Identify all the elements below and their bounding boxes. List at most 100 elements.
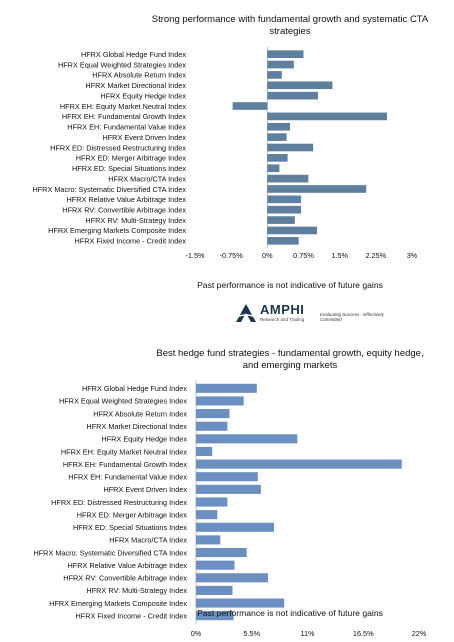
chart-2-category-label: HFRX Fixed Income - Credit Index <box>75 611 187 620</box>
chart-1-bar <box>267 133 287 141</box>
chart-1-bar <box>267 216 295 224</box>
chart-1-bar <box>267 185 367 193</box>
chart-1-category-label: HFRX EH: Equity Market Neutral Index <box>60 102 186 111</box>
chart-2-bar <box>196 510 218 520</box>
chart-2-x-tick-label: 22% <box>412 629 427 638</box>
chart-2-category-label: HFRX Event Driven Index <box>103 485 187 494</box>
chart-1-bar <box>267 226 318 235</box>
chart-2-bar <box>196 598 285 608</box>
chart-2-category-label: HFRX Relative Value Arbitrage Index <box>67 561 187 570</box>
chart-2-category-label: HFRX Equal Weighted Strategies Index <box>59 397 187 406</box>
amphi-logo: AMPHI Research and Trading Evaluating Su… <box>232 300 402 328</box>
chart-2-category-label: HFRX RV: Convertible Arbitrage Index <box>63 574 187 583</box>
chart-2-category-label: HFRX ED: Merger Arbitrage Index <box>77 510 188 519</box>
chart-1-category-label: HFRX Emerging Markets Composite Index <box>48 226 186 235</box>
chart-1-category-label: HFRX Absolute Return Index <box>92 71 186 80</box>
chart-1-bar <box>267 195 302 204</box>
chart-2-category-label: HFRX Market Directional Index <box>86 422 187 431</box>
chart-2-category-label: HFRX Emerging Markets Composite Index <box>49 599 187 608</box>
chart-2-bar <box>196 396 244 406</box>
chart-1-category-label: HFRX ED: Merger Arbitrage Index <box>76 154 187 163</box>
amphi-logo-icon <box>233 304 259 322</box>
chart-2-bar <box>196 383 257 393</box>
chart-2-svg: HFRX Global Hedge Fund Index HFRX Equal W… <box>33 380 427 638</box>
chart-1-category-label: HFRX Equal Weighted Strategies Index <box>58 60 186 69</box>
chart-2-category-label: HFRX ED: Distressed Restructuring Index <box>51 498 187 507</box>
chart-1-x-tick-label: -1.5% <box>185 251 205 260</box>
chart-1-x-tick-label: -0.75% <box>220 251 244 260</box>
chart-2-bar <box>196 446 213 457</box>
chart-2-bar <box>196 409 230 419</box>
chart-2-bar <box>196 535 221 545</box>
chart-1-category-label: HFRX Market Directional Index <box>85 81 186 90</box>
chart-2-category-label: HFRX Macro/CTA Index <box>109 536 187 545</box>
chart-2-bar <box>196 611 234 621</box>
chart-1-bar <box>267 60 294 69</box>
chart-2-bar <box>196 547 247 558</box>
chart-1-category-label: HFRX Event Driven Index <box>102 133 186 142</box>
chart-2-category-label: HFRX Equity Hedge Index <box>101 435 187 444</box>
chart-1-bar <box>267 205 302 214</box>
chart-1-footnote: Past performance is not indicative of fu… <box>197 280 383 290</box>
chart-1-bar <box>267 71 282 79</box>
chart-2-bar <box>196 497 228 507</box>
chart-2-category-label: HFRX ED: Special Situations Index <box>73 523 187 532</box>
chart-1-category-label: HFRX ED: Special Situations Index <box>72 164 186 173</box>
chart-1-category-label: HFRX RV: Convertible Arbitrage Index <box>62 206 186 215</box>
chart-1-bar <box>267 236 299 245</box>
logo-subtitle: Research and Trading <box>260 317 305 322</box>
chart-1-bar <box>267 174 309 183</box>
chart-2-bar <box>196 522 275 532</box>
chart-1-category-label: HFRX Macro/CTA Index <box>108 174 186 183</box>
chart-2-bar <box>196 421 228 431</box>
chart-1-bar <box>232 102 268 110</box>
chart-2-bar <box>196 459 402 469</box>
chart-1-category-label: HFRX Relative Value Arbitrage Index <box>66 195 186 204</box>
chart-1-x-tick-label: 0.75% <box>293 251 314 260</box>
chart-2-category-label: HFRX Global Hedge Fund Index <box>82 384 187 393</box>
logo-name: AMPHI <box>260 302 305 317</box>
chart-2-x-tick-label: 16.5% <box>353 629 374 638</box>
chart-2-footnote: Past performance is not indicative of fu… <box>197 608 383 618</box>
chart-1-bar <box>267 154 288 162</box>
chart-2-category-label: HFRX EH: Equity Market Neutral Index <box>61 447 187 456</box>
chart-1-x-tick-label: 0% <box>262 251 273 260</box>
chart-2-category-label: HFRX EH: Fundamental Growth Index <box>63 460 187 469</box>
chart-2-title: Best hedge fund strategies - fundamental… <box>156 348 424 371</box>
chart-2-category-label: HFRX Absolute Return Index <box>93 409 187 418</box>
chart-2-bar <box>196 585 233 595</box>
chart-1-category-label: HFRX Fixed Income - Credit Index <box>74 237 186 246</box>
chart-1-category-label: HFRX Equity Hedge Index <box>100 91 186 100</box>
chart-1-category-label: HFRX RV: Multi-Strategy Index <box>85 216 186 225</box>
logo-tagline: Evaluating Success - Effectively Committ… <box>320 312 384 322</box>
chart-1-x-tick-label: 3% <box>407 251 418 260</box>
chart-1-bar <box>267 122 290 131</box>
chart-1-panel: Strong performance with fundamental grow… <box>0 0 454 300</box>
chart-1-category-label: HFRX Macro: Systematic Diversified CTA I… <box>32 185 186 194</box>
chart-1-bar <box>267 81 333 90</box>
chart-2-x-tick-label: 5.5% <box>243 629 260 638</box>
chart-1-category-label: HFRX EH: Fundamental Value Index <box>67 123 186 132</box>
chart-2-x-tick-label: 11% <box>300 629 315 638</box>
chart-2-category-label: HFRX RV: Multi-Strategy Index <box>86 586 187 595</box>
chart-2-panel: Best hedge fund strategies - fundamental… <box>0 338 454 640</box>
chart-1-category-label: HFRX ED: Distressed Restructuring Index <box>50 143 186 152</box>
chart-1-bar <box>267 91 318 100</box>
chart-2-bar <box>196 573 268 583</box>
chart-1-bar <box>267 50 304 59</box>
chart-1-category-label: HFRX EH: Fundamental Growth Index <box>62 112 186 121</box>
chart-1-category-label: HFRX Global Hedge Fund Index <box>81 50 186 59</box>
chart-1-x-tick-label: 1.5% <box>331 251 348 260</box>
chart-2-category-label: HFRX EH: Fundamental Value Index <box>68 473 187 482</box>
chart-2-x-tick-label: 0% <box>191 629 202 638</box>
chart-2-bar <box>196 472 258 482</box>
chart-1-x-tick-label: 2.25% <box>365 251 386 260</box>
chart-2-bar <box>196 434 298 444</box>
chart-1-title: Strong performance with fundamental grow… <box>151 14 429 37</box>
chart-2-category-label: HFRX Macro: Systematic Diversified CTA I… <box>33 548 187 557</box>
chart-2-bar <box>196 484 261 494</box>
chart-1-bar <box>267 164 280 173</box>
chart-1-bar <box>267 112 387 121</box>
chart-1-bar <box>267 143 314 152</box>
